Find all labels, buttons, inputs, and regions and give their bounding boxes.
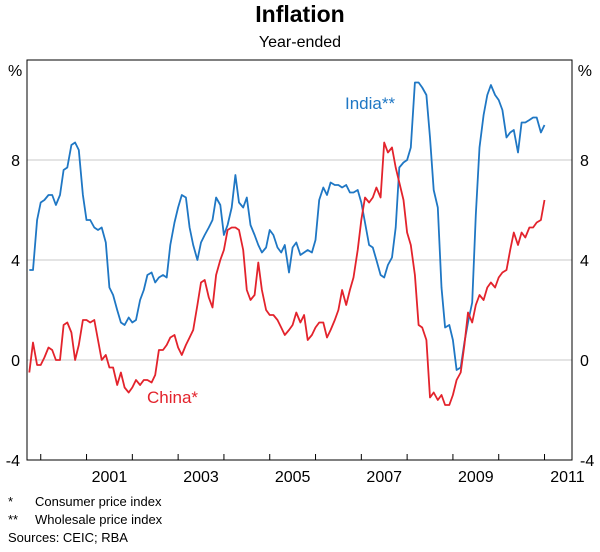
x-tick-label: 2003 (183, 469, 219, 486)
y-tick-label-right: 4 (580, 253, 589, 270)
y-tick-label-left: 8 (11, 153, 20, 170)
sources-note: Sources: CEIC; RBA (8, 530, 128, 545)
footnote-wpi: ** Wholesale price index (8, 511, 162, 529)
footnote-mark: ** (8, 512, 19, 527)
chart: Inflation Year-ended % % -4 -4 0 0 4 4 8 8 2001 2… (6, 1, 595, 486)
gridlines (27, 159, 572, 361)
y-tick-label-right: 0 (580, 353, 589, 370)
x-tick-label: 2005 (275, 469, 311, 486)
series-lines (28, 81, 546, 406)
series-line-india (29, 81, 546, 371)
series-label-india: India** (345, 94, 395, 113)
chart-title: Inflation (255, 1, 344, 27)
series-label-china: China* (147, 388, 198, 407)
footnotes: * Consumer price index ** Wholesale pric… (8, 493, 162, 547)
x-tick-label: 2011 (550, 469, 585, 486)
footnote-cpi: * Consumer price index (8, 493, 162, 511)
y-tick-label-left: -4 (6, 453, 20, 470)
plot-frame (26, 59, 573, 461)
y-tick-label-right: -4 (580, 453, 594, 470)
y-tick-label-left: 0 (11, 353, 20, 370)
series-labels: India** China* (147, 94, 395, 407)
chart-subtitle: Year-ended (259, 34, 341, 51)
y-tick-label-left: 4 (11, 253, 20, 270)
axis-ticks: -4 -4 0 0 4 4 8 8 2001 2003 2005 2007 2009 2011 (6, 153, 595, 486)
footnote-text: Consumer price index (35, 494, 162, 509)
footnote-text: Wholesale price index (35, 512, 163, 527)
x-tick-label: 2001 (92, 469, 128, 486)
footnote-mark: * (8, 494, 14, 509)
x-tick-label: 2009 (458, 469, 494, 486)
x-tick-label: 2007 (366, 469, 402, 486)
series-line-china (28, 141, 546, 406)
y-tick-label-right: 8 (580, 153, 589, 170)
left-unit-label: % (8, 63, 22, 80)
right-unit-label: % (578, 63, 592, 80)
